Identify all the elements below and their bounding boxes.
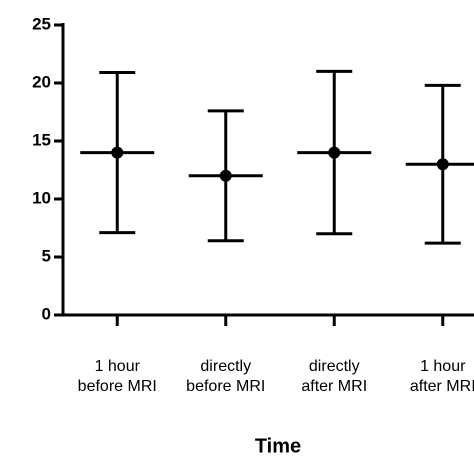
mean-marker bbox=[436, 158, 449, 171]
y-tick-label: 20 bbox=[32, 72, 51, 91]
x-tick-label: after MRI bbox=[410, 378, 474, 395]
x-tick-label: 1 hour bbox=[95, 358, 141, 375]
mean-marker bbox=[219, 169, 232, 182]
y-tick-label: 5 bbox=[42, 246, 51, 265]
x-axis-label: Time bbox=[255, 435, 301, 457]
y-tick-label: 0 bbox=[42, 304, 51, 323]
mean-marker bbox=[328, 146, 341, 159]
x-tick-label: directly bbox=[309, 358, 360, 375]
x-tick-label: 1 hour bbox=[420, 358, 466, 375]
y-tick-label: 25 bbox=[32, 14, 51, 33]
x-tick-label: after MRI bbox=[301, 378, 367, 395]
y-tick-label: 15 bbox=[32, 130, 51, 149]
mean-marker bbox=[111, 146, 124, 159]
x-tick-label: directly bbox=[200, 358, 251, 375]
x-tick-label: before MRI bbox=[78, 378, 157, 395]
y-tick-label: 10 bbox=[32, 188, 51, 207]
x-tick-label: before MRI bbox=[186, 378, 265, 395]
